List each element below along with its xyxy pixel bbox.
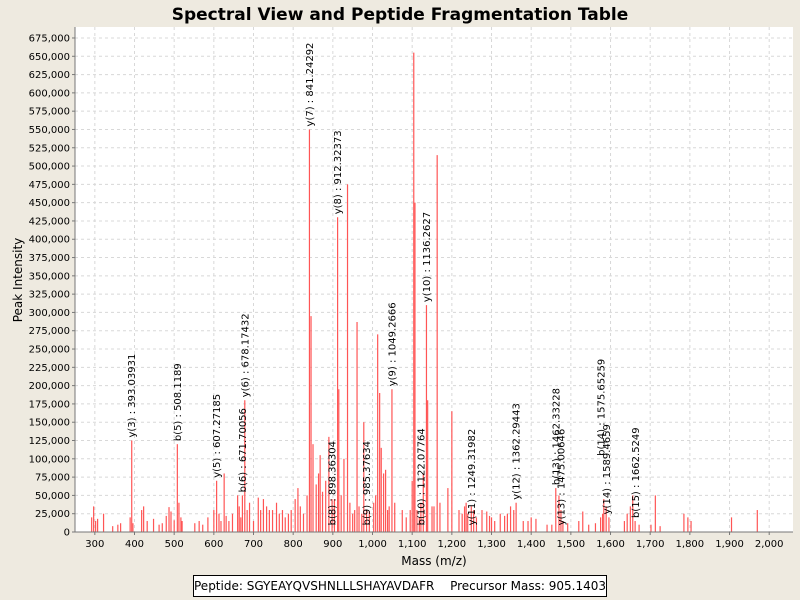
x-tick-label: 700 bbox=[244, 539, 263, 550]
peptide-sequence: SGYEAYQVSHNLLLSHAYAVDAFR bbox=[246, 579, 435, 593]
x-tick-label: 1,600 bbox=[596, 539, 625, 550]
peak-annotation: b(6) : 671.70056 bbox=[238, 408, 249, 492]
x-axis-label: Mass (m/z) bbox=[401, 554, 466, 568]
y-tick-label: 425,000 bbox=[29, 216, 70, 227]
x-tick-label: 1,500 bbox=[557, 539, 586, 550]
peak-annotations: y(3) : 393.03931 b(5) : 508.1189 y(5) : 60… bbox=[127, 43, 642, 526]
peak-annotation: b(13) : 1462.33228 bbox=[551, 388, 562, 485]
peak-annotation: y(9) : 1049.2666 bbox=[388, 302, 399, 386]
y-tick-label: 350,000 bbox=[29, 271, 70, 282]
peak-annotation: b(10) : 1122.07764 bbox=[416, 428, 427, 525]
peak-annotation: b(15) : 1662.5249 bbox=[631, 427, 642, 518]
peak-annotation: y(3) : 393.03931 bbox=[127, 354, 138, 438]
peptide-info-box: Peptide: SGYEAYQVSHNLLLSHAYAVDAFR Precurs… bbox=[193, 575, 607, 597]
peak-bars bbox=[91, 52, 758, 532]
x-tick-label: 300 bbox=[85, 539, 104, 550]
x-tick-label: 400 bbox=[125, 539, 144, 550]
y-tick-label: 525,000 bbox=[29, 143, 70, 154]
peak-annotation: y(13) : 1475.00646 bbox=[556, 429, 567, 526]
y-tick-label: 50,000 bbox=[35, 491, 70, 502]
peak-annotation: b(5) : 508.1189 bbox=[173, 363, 184, 441]
y-tick-label: 75,000 bbox=[35, 473, 70, 484]
x-tick-label: 1,700 bbox=[636, 539, 665, 550]
precursor-mass-value: 905.1403 bbox=[548, 579, 606, 593]
peak-annotation: y(7) : 841.24292 bbox=[305, 43, 316, 127]
x-tick-label: 600 bbox=[204, 539, 223, 550]
y-tick-label: 400,000 bbox=[29, 235, 70, 246]
y-tick-label: 225,000 bbox=[29, 363, 70, 374]
y-tick-label: 0 bbox=[64, 528, 70, 539]
x-tick-label: 1,100 bbox=[398, 539, 427, 550]
x-tick-label: 1,800 bbox=[676, 539, 705, 550]
x-tick-label: 2,000 bbox=[755, 539, 784, 550]
y-axis-label: Peak Intensity bbox=[11, 238, 25, 323]
y-tick-label: 100,000 bbox=[29, 454, 70, 465]
x-tick-label: 1,200 bbox=[438, 539, 467, 550]
precursor-mass-label: Precursor Mass: bbox=[450, 579, 545, 593]
y-tick-label: 125,000 bbox=[29, 436, 70, 447]
y-tick-label: 200,000 bbox=[29, 381, 70, 392]
peak-annotation: y(8) : 912.32373 bbox=[333, 130, 344, 214]
y-tick-label: 500,000 bbox=[29, 162, 70, 173]
peak-annotation: y(11) : 1249.31982 bbox=[467, 429, 478, 526]
y-tick-label: 275,000 bbox=[29, 326, 70, 337]
y-tick-label: 675,000 bbox=[29, 33, 70, 44]
peak-annotation: b(9) : 985.37634 bbox=[362, 441, 373, 525]
y-tick-label: 450,000 bbox=[29, 198, 70, 209]
peak-annotation: b(14) : 1575.65259 bbox=[596, 359, 607, 456]
peak-annotation: y(14) : 1589.4659 bbox=[602, 424, 613, 514]
x-tick-label: 1,000 bbox=[358, 539, 387, 550]
y-tick-label: 25,000 bbox=[35, 509, 70, 520]
y-tick-label: 625,000 bbox=[29, 70, 70, 81]
x-tick-label: 500 bbox=[165, 539, 184, 550]
y-tick-label: 550,000 bbox=[29, 125, 70, 136]
y-tick-label: 600,000 bbox=[29, 88, 70, 99]
y-tick-label: 650,000 bbox=[29, 52, 70, 63]
x-tick-label: 1,400 bbox=[517, 539, 546, 550]
y-tick-label: 325,000 bbox=[29, 290, 70, 301]
x-tick-label: 900 bbox=[323, 539, 342, 550]
y-tick-label: 375,000 bbox=[29, 253, 70, 264]
tick-labels: 0 25,000 50,000 75,000 100,000 125,000 150,000… bbox=[29, 33, 784, 550]
x-tick-label: 1,300 bbox=[477, 539, 506, 550]
y-tick-label: 300,000 bbox=[29, 308, 70, 319]
y-tick-label: 250,000 bbox=[29, 345, 70, 356]
peptide-label: Peptide: bbox=[194, 579, 243, 593]
peak-annotation: y(10) : 1136.2627 bbox=[422, 212, 433, 302]
plot-area bbox=[75, 27, 793, 532]
chart-title: Spectral View and Peptide Fragmentation … bbox=[172, 5, 629, 25]
y-tick-label: 175,000 bbox=[29, 399, 70, 410]
peak-annotation: y(6) : 678.17432 bbox=[240, 313, 251, 397]
y-tick-label: 475,000 bbox=[29, 180, 70, 191]
y-tick-label: 575,000 bbox=[29, 107, 70, 118]
peak-annotation: b(8) : 898.36304 bbox=[328, 441, 339, 525]
peak-annotation: y(5) : 607.27185 bbox=[212, 394, 223, 478]
grid-lines bbox=[75, 27, 793, 533]
y-tick-label: 150,000 bbox=[29, 418, 70, 429]
x-tick-label: 800 bbox=[284, 539, 303, 550]
x-tick-label: 1,900 bbox=[715, 539, 744, 550]
peak-annotation: y(12) : 1362.29443 bbox=[512, 403, 523, 500]
